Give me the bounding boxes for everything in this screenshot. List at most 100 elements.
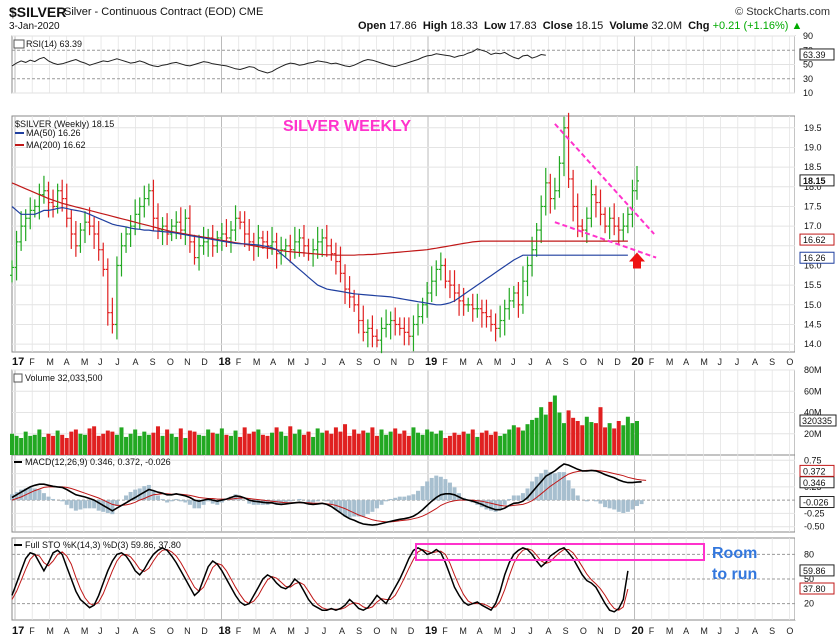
price-bar <box>425 281 430 318</box>
macd-histogram-bar <box>114 500 119 506</box>
price-bar <box>484 299 489 328</box>
month-label-bottom: 20 <box>632 625 644 637</box>
month-label-bottom: O <box>580 626 587 636</box>
macd-histogram-bar <box>46 496 51 501</box>
macd-histogram-bar <box>630 500 635 510</box>
volume-bar <box>14 435 19 455</box>
volume-bar <box>219 428 224 455</box>
macd-histogram-bar <box>206 500 211 502</box>
price-bar <box>165 213 170 246</box>
price-bar <box>534 222 539 257</box>
volume-bar <box>274 427 279 455</box>
annotation-room: Room <box>712 545 757 562</box>
macd-tick-label: -0.25 <box>804 508 825 518</box>
price-bar <box>584 207 589 244</box>
price-bar <box>329 238 334 261</box>
price-bar <box>443 258 448 289</box>
volume-bar <box>429 431 434 455</box>
month-label-bottom: F <box>649 626 655 636</box>
price-bar <box>92 217 97 249</box>
volume-bar <box>356 433 361 455</box>
volume-bar <box>575 421 580 455</box>
macd-histogram-bar <box>32 488 37 501</box>
volume-bar <box>51 435 56 455</box>
macd-histogram-bar <box>78 500 83 510</box>
sto-last-label: 59.86 <box>803 566 826 576</box>
month-label: A <box>683 357 689 367</box>
month-label-bottom: M <box>494 626 502 636</box>
macd-histogram-bar <box>288 500 293 502</box>
volume-legend-swatch <box>13 373 23 383</box>
month-label-bottom: N <box>184 626 191 636</box>
volume-bar <box>215 433 220 455</box>
macd-line <box>11 463 642 526</box>
volume-bar <box>438 430 443 455</box>
month-label-bottom: A <box>339 626 345 636</box>
month-label: 18 <box>219 356 231 368</box>
month-label: S <box>769 357 775 367</box>
macd-histogram-bar <box>210 500 215 504</box>
price-bar <box>265 230 270 259</box>
price-bar <box>447 270 452 299</box>
volume-bar <box>411 427 416 455</box>
month-label: A <box>270 357 276 367</box>
macd-histogram-bar <box>507 498 512 501</box>
month-label: J <box>98 357 103 367</box>
volume-bar <box>420 434 425 455</box>
month-label: A <box>64 357 70 367</box>
volume-bar <box>270 432 275 455</box>
month-label-bottom: J <box>735 626 740 636</box>
macd-histogram-bar <box>201 500 206 505</box>
month-label: S <box>356 357 362 367</box>
macd-histogram-bar <box>19 489 24 501</box>
price-bar <box>379 317 384 354</box>
volume-bar <box>434 433 439 455</box>
price-bar <box>416 303 421 336</box>
macd-histogram-bar <box>379 500 384 505</box>
macd-histogram-bar <box>333 500 338 510</box>
price-bar <box>215 230 220 253</box>
price-bar <box>228 221 233 253</box>
month-label: M <box>700 357 708 367</box>
volume-bar <box>105 430 110 455</box>
macd-histogram-bar <box>233 494 238 501</box>
annotation-to-run: to run <box>712 566 757 583</box>
volume-bar <box>562 423 567 455</box>
price-tick-label: 17.5 <box>804 201 822 211</box>
price-bar <box>174 211 179 240</box>
macd-histogram-bar <box>82 500 87 509</box>
price-bar <box>580 219 585 238</box>
price-bar <box>356 293 361 334</box>
price-bar <box>64 183 69 228</box>
macd-histogram-bar <box>425 481 430 501</box>
volume-bar <box>169 433 174 455</box>
volume-bar <box>82 434 87 455</box>
month-label-bottom: O <box>786 626 793 636</box>
price-bar <box>603 207 608 234</box>
volume-bar <box>110 431 115 455</box>
volume-bar <box>374 435 379 455</box>
price-bar <box>119 232 124 277</box>
month-label-bottom: 19 <box>425 625 437 637</box>
macd-histogram-bar <box>397 496 402 501</box>
macd-histogram-bar <box>37 489 42 501</box>
volume-bar <box>292 433 297 455</box>
macd-histogram-bar <box>539 473 544 501</box>
volume-bar <box>73 429 78 455</box>
price-bar <box>630 179 635 228</box>
macd-histogram-bar <box>498 500 503 510</box>
volume-bar <box>343 424 348 455</box>
volume-bar <box>28 435 33 455</box>
volume-bar <box>630 423 635 455</box>
month-label-bottom: A <box>64 626 70 636</box>
macd-histogram-bar <box>146 484 151 501</box>
price-bar <box>489 309 494 332</box>
volume-bar <box>406 435 411 455</box>
volume-bar <box>447 435 452 455</box>
macd-last-label: -0.026 <box>803 498 829 508</box>
price-bar <box>51 189 56 218</box>
month-label-bottom: S <box>563 626 569 636</box>
month-label: J <box>511 357 516 367</box>
month-label-bottom: J <box>305 626 310 636</box>
volume-legend: Volume 32,033,500 <box>25 373 103 383</box>
